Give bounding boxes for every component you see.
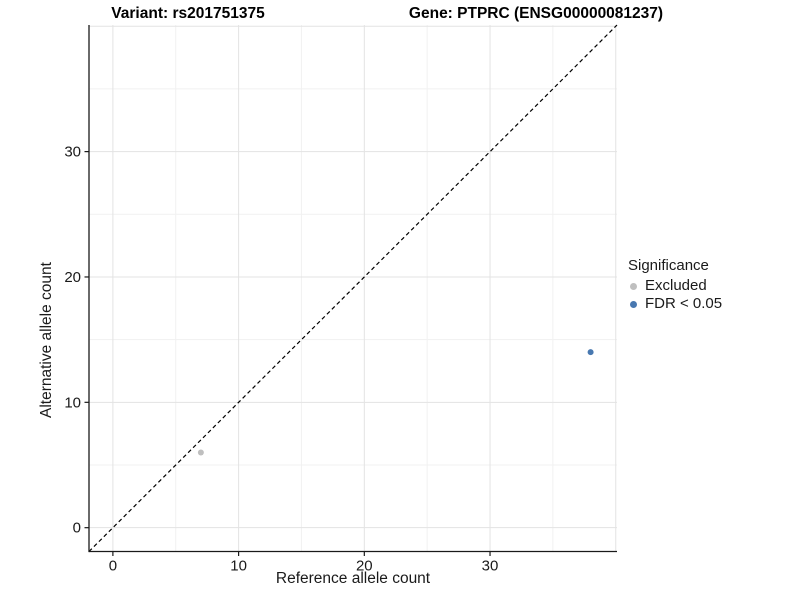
excluded-point-icon xyxy=(630,282,637,290)
data-point-excluded xyxy=(197,449,204,456)
identity-line xyxy=(88,24,618,552)
x-axis-label: Reference allele count xyxy=(275,570,431,587)
y-tick-label: 10 xyxy=(64,394,81,411)
y-axis-label: Alternative allele count xyxy=(38,262,55,418)
legend-item-label: FDR < 0.05 xyxy=(645,295,723,312)
legend-item-fdr: FDR < 0.05 xyxy=(627,295,722,313)
legend: Significance Excluded FDR < 0.05 xyxy=(627,257,722,313)
x-tick-label: 10 xyxy=(230,558,247,575)
x-tick-label: 30 xyxy=(482,558,499,575)
y-tick-label: 20 xyxy=(64,269,81,286)
x-tick-label: 20 xyxy=(356,558,373,575)
variant-title: Variant: rs201751375 xyxy=(111,5,265,22)
y-tick-label: 30 xyxy=(64,144,81,161)
legend-item-label: Excluded xyxy=(645,277,707,294)
legend-item-excluded: Excluded xyxy=(627,277,722,295)
data-point-fdr-0-05 xyxy=(587,349,594,356)
x-tick-label: 0 xyxy=(109,558,117,575)
y-tick-label: 0 xyxy=(73,520,81,537)
legend-title: Significance xyxy=(628,257,709,274)
fdr-point-icon xyxy=(630,300,637,308)
gene-title: Gene: PTPRC (ENSG00000081237) xyxy=(408,5,664,22)
